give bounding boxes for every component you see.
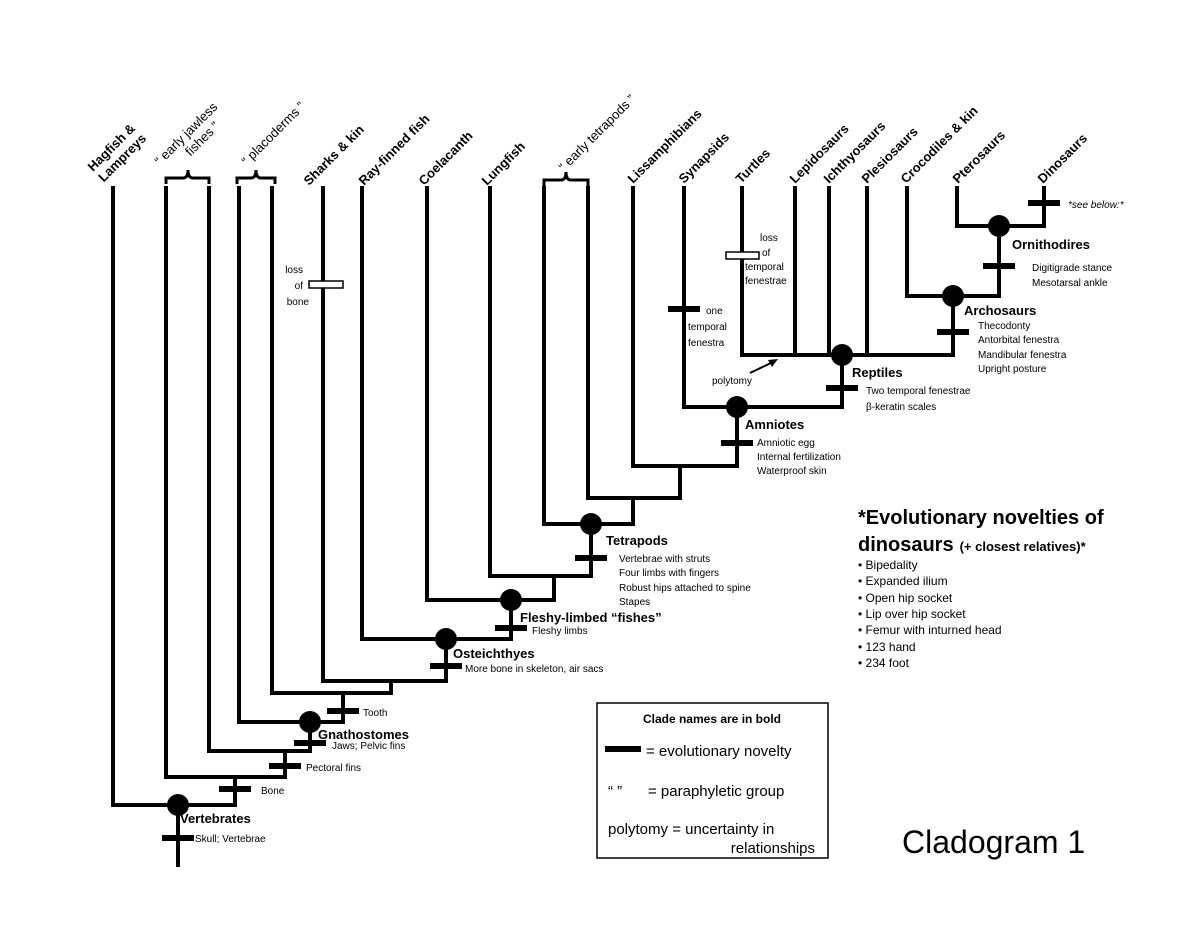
tick-tetrapods <box>575 555 607 561</box>
clade-fleshy-limbed: Fleshy-limbed “fishes” <box>520 610 662 625</box>
node-tetrapods <box>580 513 602 535</box>
polytomy-arrow <box>749 361 774 374</box>
taxon-label-early-jawless: “ early jawlessfishes ” <box>152 99 232 179</box>
note-loss-of-bone: loss of bone <box>285 265 309 308</box>
novelty-amniotes: Amniotic egg Internal fertilization Waterp… <box>757 438 841 477</box>
taxon-label-early-tetrapods: “ early tetrapods ” <box>556 91 639 174</box>
brace-placoderms <box>235 169 277 184</box>
tick-fleshy-limbs <box>495 625 527 631</box>
brace-early-jawless <box>164 169 211 184</box>
node-fleshy-limbed <box>500 589 522 611</box>
tick-pectoral <box>269 763 301 769</box>
brace-early-tetrapods <box>542 171 590 186</box>
note-one-temporal: one temporal fenestra <box>688 306 727 349</box>
novelty-vertebrates: Skull; Vertebrae <box>195 834 266 845</box>
loss-tick-turtles <box>725 251 760 260</box>
paraphyly-braces <box>164 169 590 186</box>
taxon-label-pterosaurs: Pterosaurs <box>950 127 1009 186</box>
taxon-label-dinosaurs: Dinosaurs <box>1035 131 1091 187</box>
tick-ornithodires <box>983 263 1015 269</box>
novelty-osteichthyes: More bone in skeleton, air sacs <box>465 664 603 675</box>
tick-jaws <box>294 740 326 746</box>
clade-labels: Vertebrates Gnathostomes Osteichthyes Fl… <box>180 237 1090 826</box>
legend-polytomy-2: relationships <box>731 840 815 857</box>
internal-branches <box>111 224 1046 867</box>
legend-paraphyletic: = paraphyletic group <box>648 783 784 800</box>
clade-gnathostomes: Gnathostomes <box>318 727 409 742</box>
taxon-label-coelacanth: Coelacanth <box>416 128 476 188</box>
legend-novelty-bar <box>605 746 641 752</box>
node-reptiles <box>831 344 853 366</box>
novelty-fleshy: Fleshy limbs <box>532 626 588 637</box>
novelty-ornithodires: Digitigrade stance Mesotarsal ankle <box>1032 263 1112 289</box>
dino-novelty-item: • Lip over hip socket <box>858 607 966 621</box>
taxon-label-placoderms: “ placoderms ” <box>239 99 308 168</box>
tick-archosaurs <box>937 329 969 335</box>
clade-amniotes: Amniotes <box>745 417 804 432</box>
dino-novelty-item: • Expanded ilium <box>858 574 948 588</box>
dinosaur-novelties: *Evolutionary novelties of dinosaurs (+ c… <box>858 507 1104 670</box>
clade-nodes <box>167 215 1010 816</box>
polytomy-arrowhead <box>768 359 778 367</box>
clade-osteichthyes: Osteichthyes <box>453 646 535 661</box>
novelty-tetrapods: Vertebrae with struts Four limbs with fin… <box>619 554 751 608</box>
node-osteichthyes <box>435 628 457 650</box>
note-loss-temporal: loss of temporal fenestrae <box>745 233 787 287</box>
clade-archosaurs: Archosaurs <box>964 303 1036 318</box>
node-ornithodires <box>988 215 1010 237</box>
page-title: Cladogram 1 <box>902 824 1085 860</box>
novelty-tooth: Tooth <box>363 708 387 719</box>
taxon-branches <box>111 186 1046 807</box>
tick-synapsids <box>668 306 700 312</box>
novelty-gnathostomes: Jaws; Pelvic fins <box>332 741 405 752</box>
novelty-bone: Bone <box>261 786 285 797</box>
node-gnathostomes <box>299 711 321 733</box>
tick-amniotes <box>721 440 753 446</box>
node-vertebrates <box>167 794 189 816</box>
dino-novelty-item: • Femur with inturned head <box>858 623 1002 637</box>
dino-novelty-item: • Bipedality <box>858 558 918 572</box>
tick-more-bone <box>430 663 462 669</box>
novelty-labels: Skull; Vertebrae Bone Pectoral fins Jaws… <box>195 200 1125 845</box>
dino-novelties-title-1: *Evolutionary novelties of <box>858 507 1104 529</box>
tick-dinosaurs <box>1028 200 1060 206</box>
tick-tooth <box>327 708 359 714</box>
taxon-labels: Hagfish &Lampreys “ early jawlessfishes … <box>85 91 1091 188</box>
novelty-pectoral: Pectoral fins <box>306 763 361 774</box>
node-archosaurs <box>942 285 964 307</box>
legend-novelty: = evolutionary novelty <box>646 743 792 760</box>
tick-bone <box>219 786 251 792</box>
annotations: loss of bone loss of temporal fenestrae one te… <box>285 233 787 387</box>
note-polytomy: polytomy <box>712 376 752 387</box>
novelty-archosaurs: Thecodonty Antorbital fenestra Mandibular … <box>978 321 1067 375</box>
legend-box <box>596 702 829 859</box>
novelty-dinosaurs-see-below: *see below:* <box>1068 200 1125 211</box>
novelty-ticks <box>162 200 1060 841</box>
clade-vertebrates: Vertebrates <box>180 811 251 826</box>
tick-reptiles <box>826 385 858 391</box>
taxon-label-turtles: Turtles <box>733 146 774 187</box>
legend-polytomy-1: polytomy = uncertainty in <box>608 821 774 838</box>
loss-tick-sharks <box>308 280 344 289</box>
dino-novelty-item: • Open hip socket <box>858 591 953 605</box>
tick-skull <box>162 835 194 841</box>
taxon-label-hagfish: Hagfish &Lampreys <box>85 120 150 185</box>
legend: Clade names are in bold = evolutionary n… <box>596 702 829 859</box>
legend-quotes-symbol: “ ” <box>608 783 622 800</box>
taxon-label-lungfish: Lungfish <box>479 139 528 188</box>
clade-tetrapods: Tetrapods <box>606 533 668 548</box>
dino-novelty-item: • 123 hand <box>858 640 916 654</box>
dino-novelty-item: • 234 foot <box>858 656 910 670</box>
novelty-reptiles: Two temporal fenestrae β-keratin scales <box>866 386 971 413</box>
legend-heading: Clade names are in bold <box>643 712 781 726</box>
node-amniotes <box>726 396 748 418</box>
dino-novelties-title-2: dinosaurs (+ closest relatives)* <box>858 534 1087 556</box>
clade-reptiles: Reptiles <box>852 365 903 380</box>
clade-ornithodires: Ornithodires <box>1012 237 1090 252</box>
taxon-label-synapsids: Synapsids <box>676 130 733 187</box>
